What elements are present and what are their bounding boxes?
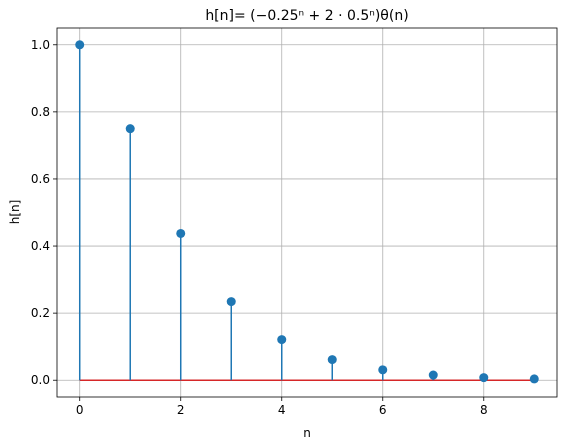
stem-marker [327,355,337,365]
y-tick-label: 0.6 [31,172,50,186]
x-tick-label: 8 [480,403,488,417]
stem-marker [277,335,287,345]
axis-ticks: 0 2 4 6 8 0.0 0.2 0.4 0.6 0.8 1.0 [31,38,488,417]
stem-marker [75,40,85,50]
y-axis-label: h[n] [8,200,22,225]
stem-marker [176,228,186,238]
plot-frame [56,27,558,398]
x-tick-label: 6 [379,403,387,417]
x-tick-label: 2 [177,403,185,417]
y-tick-label: 0.8 [31,105,50,119]
chart-title: h[n]= (−0.25ⁿ + 2 · 0.5ⁿ)θ(n) [205,8,408,24]
stem-marker [378,365,388,375]
x-tick-label: 0 [76,403,84,417]
stem-marker [226,297,236,307]
stem-marker [428,370,438,380]
x-tick-label: 4 [278,403,286,417]
y-tick-label: 0.2 [31,306,50,320]
stem-marker [479,373,489,383]
y-tick-label: 0.4 [31,239,50,253]
stem-marker [529,374,539,384]
stem-marker [125,124,135,134]
y-tick-label: 0.0 [31,373,50,387]
stem-series [75,40,539,384]
y-tick-label: 1.0 [31,38,50,52]
x-axis-label: n [303,426,311,440]
grid-lines [57,28,557,397]
